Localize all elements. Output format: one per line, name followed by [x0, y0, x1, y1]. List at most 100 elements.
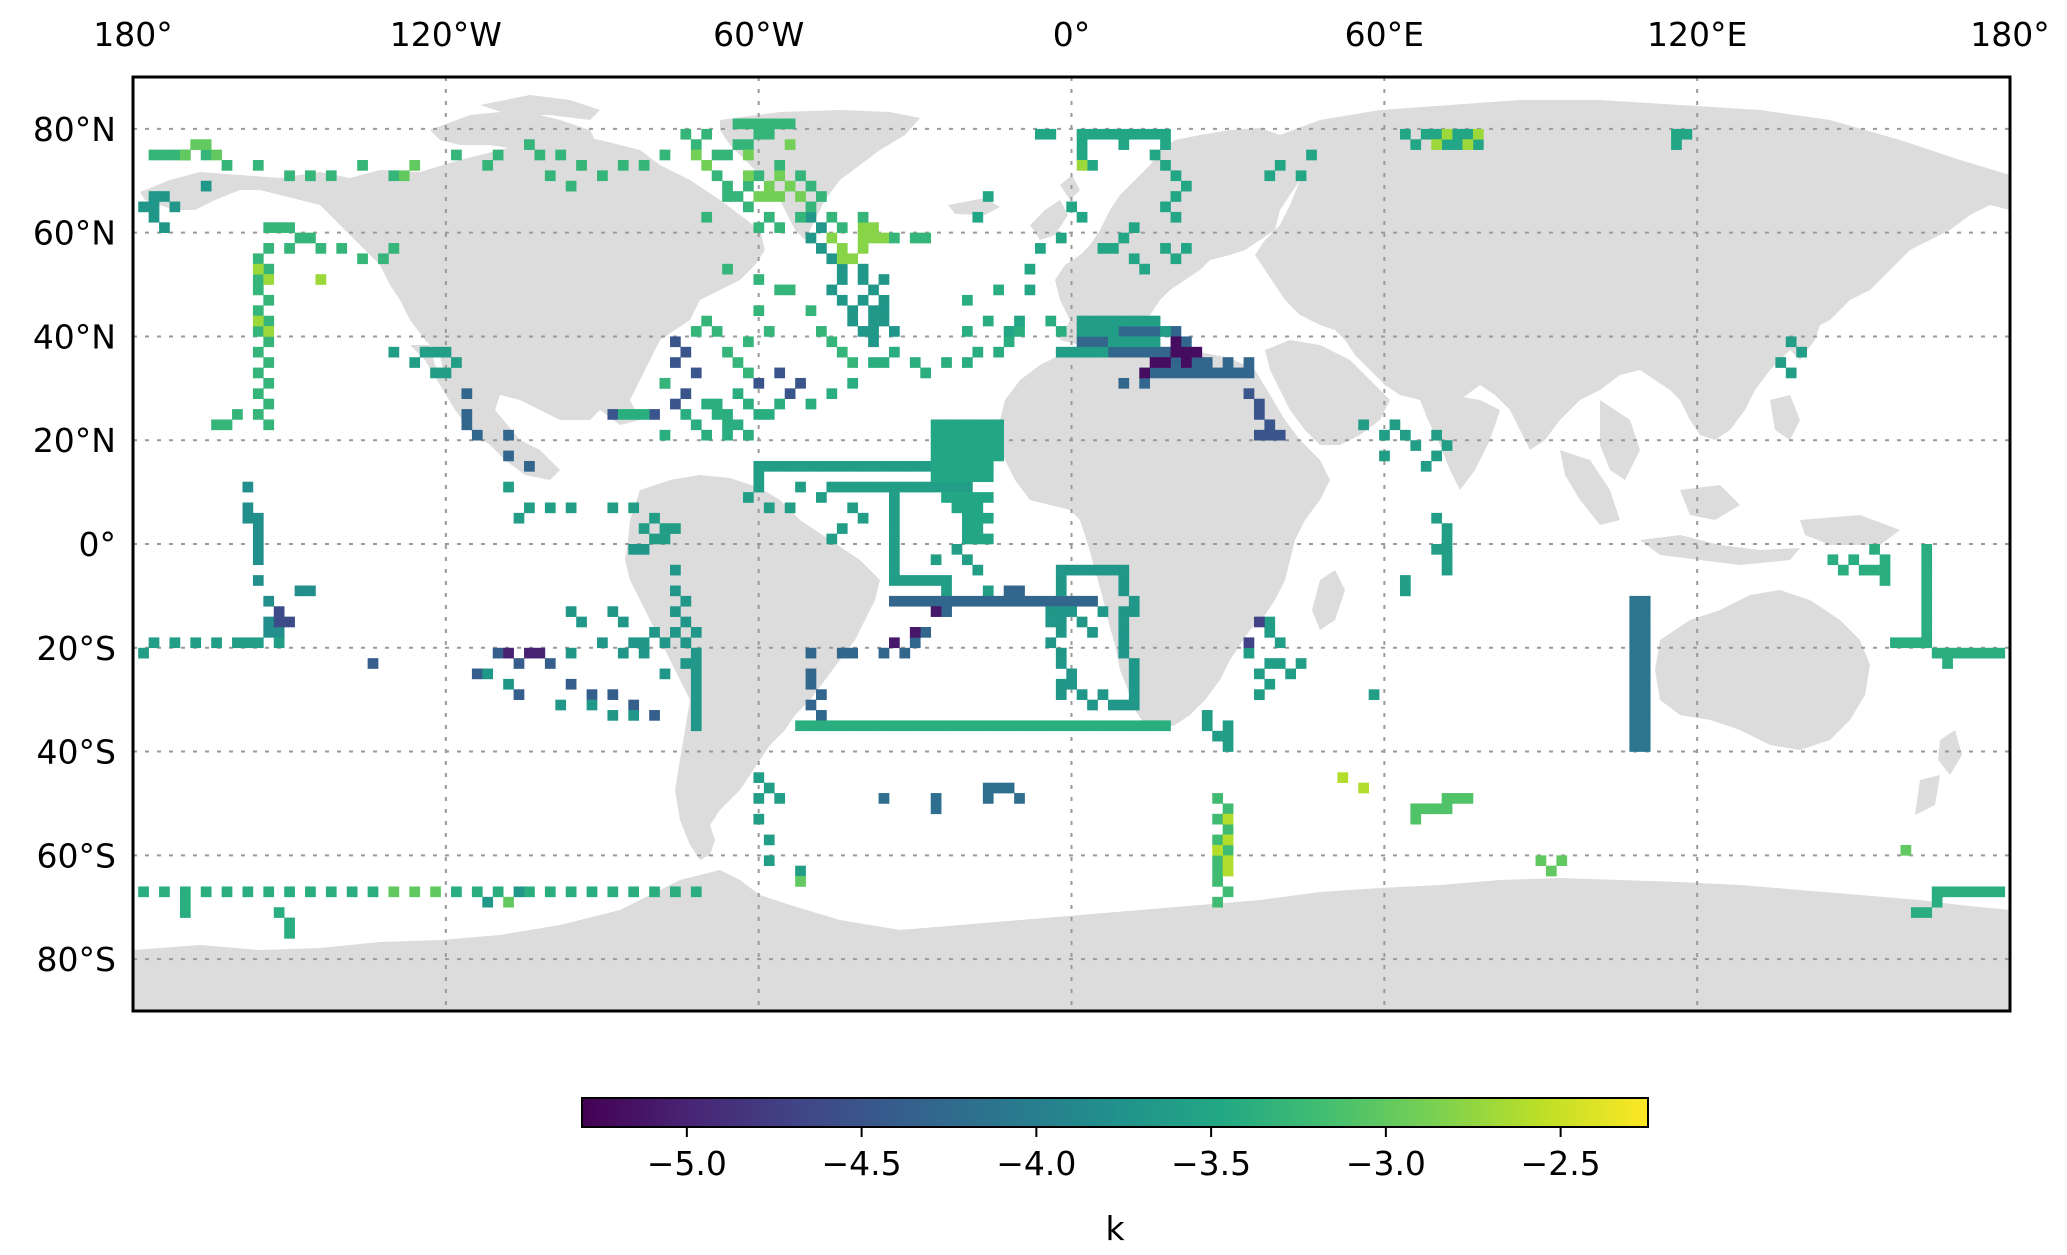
- data-cell: [1180, 357, 1192, 368]
- data-cell: [440, 367, 452, 379]
- data-cell: [972, 492, 984, 503]
- data-cell: [982, 429, 994, 441]
- data-cell: [1629, 741, 1641, 752]
- data-cell: [889, 502, 900, 514]
- data-cell: [1014, 326, 1025, 337]
- data-cell: [1076, 315, 1088, 327]
- data-cell: [1629, 668, 1641, 680]
- data-cell: [1212, 896, 1223, 908]
- data-cell: [1431, 139, 1442, 150]
- data-cell: [1076, 336, 1088, 348]
- data-cell: [1066, 678, 1078, 690]
- data-cell: [868, 336, 879, 348]
- data-cell: [711, 149, 723, 161]
- data-cell: [1431, 429, 1442, 441]
- data-cell: [1222, 730, 1234, 742]
- data-cell: [252, 554, 264, 566]
- data-cell: [1035, 243, 1046, 254]
- data-cell: [1108, 315, 1119, 327]
- longitude-tick-label: 0°: [1053, 15, 1091, 54]
- data-cell: [753, 377, 765, 389]
- data-cell: [722, 149, 733, 161]
- data-cell: [836, 274, 848, 285]
- data-cell: [951, 450, 963, 462]
- data-cell: [941, 357, 952, 368]
- data-cell: [1087, 315, 1098, 327]
- data-cell: [1222, 834, 1234, 846]
- data-cell: [1441, 533, 1453, 545]
- data-cell: [357, 253, 368, 265]
- colorbar-gradient: [582, 1098, 1648, 1127]
- data-cell: [826, 388, 838, 400]
- data-cell: [1055, 232, 1067, 244]
- data-cell: [1629, 720, 1641, 732]
- data-cell: [1629, 678, 1641, 690]
- data-cell: [471, 429, 483, 441]
- data-cell: [1201, 710, 1213, 721]
- data-cell: [701, 128, 713, 140]
- data-cell: [1024, 720, 1036, 732]
- data-cell: [1180, 243, 1192, 254]
- data-cell: [680, 388, 692, 400]
- data-cell: [242, 637, 254, 649]
- data-cell: [1890, 637, 1901, 649]
- data-cell: [951, 460, 963, 472]
- data-cell: [1337, 772, 1349, 783]
- data-cell: [315, 243, 327, 254]
- data-cell: [1910, 907, 1922, 918]
- data-cell: [1160, 201, 1171, 213]
- data-cell: [889, 460, 900, 472]
- data-cell: [1243, 367, 1255, 379]
- data-cell: [221, 419, 233, 431]
- data-cell: [1170, 211, 1182, 223]
- data-cell: [513, 689, 525, 700]
- data-cell: [263, 616, 275, 628]
- data-cell: [993, 419, 1005, 431]
- data-cell: [889, 564, 900, 576]
- data-cell: [576, 616, 587, 628]
- data-cell: [638, 647, 650, 659]
- data-cell: [409, 886, 421, 898]
- data-cell: [1274, 160, 1286, 171]
- data-cell: [847, 720, 859, 732]
- data-cell: [690, 886, 702, 898]
- data-cell: [972, 419, 984, 431]
- data-cell: [1087, 699, 1098, 711]
- data-cell: [409, 357, 421, 368]
- data-cell: [680, 409, 692, 420]
- data-cell: [753, 128, 765, 140]
- data-cell: [1639, 678, 1651, 690]
- data-cell: [826, 481, 838, 493]
- data-cell: [857, 720, 869, 732]
- greenland-landmass: [720, 110, 920, 240]
- data-cell: [1629, 647, 1641, 659]
- data-cell: [1003, 782, 1015, 794]
- data-cell: [816, 460, 827, 472]
- data-cell: [795, 460, 806, 472]
- data-cell: [836, 346, 848, 358]
- data-cell: [816, 689, 827, 700]
- data-cell: [263, 627, 275, 638]
- data-cell: [1212, 367, 1223, 379]
- data-cell: [263, 357, 275, 368]
- data-cell: [1076, 139, 1088, 150]
- data-cell: [1066, 668, 1078, 680]
- data-cell: [482, 160, 494, 171]
- data-cell: [690, 720, 702, 732]
- data-cell: [1160, 326, 1171, 337]
- data-cell: [1441, 139, 1453, 150]
- data-cell: [690, 678, 702, 690]
- data-cell: [1108, 699, 1119, 711]
- data-cell: [836, 481, 848, 493]
- data-cell: [930, 471, 942, 483]
- data-cell: [555, 699, 567, 711]
- data-cell: [1055, 346, 1067, 358]
- data-cell: [753, 813, 765, 825]
- data-cell: [325, 170, 337, 182]
- data-cell: [743, 367, 754, 379]
- data-cell: [763, 855, 775, 867]
- data-cell: [1639, 647, 1651, 659]
- data-cell: [826, 533, 838, 545]
- data-cell: [503, 896, 514, 908]
- data-cell: [909, 481, 921, 493]
